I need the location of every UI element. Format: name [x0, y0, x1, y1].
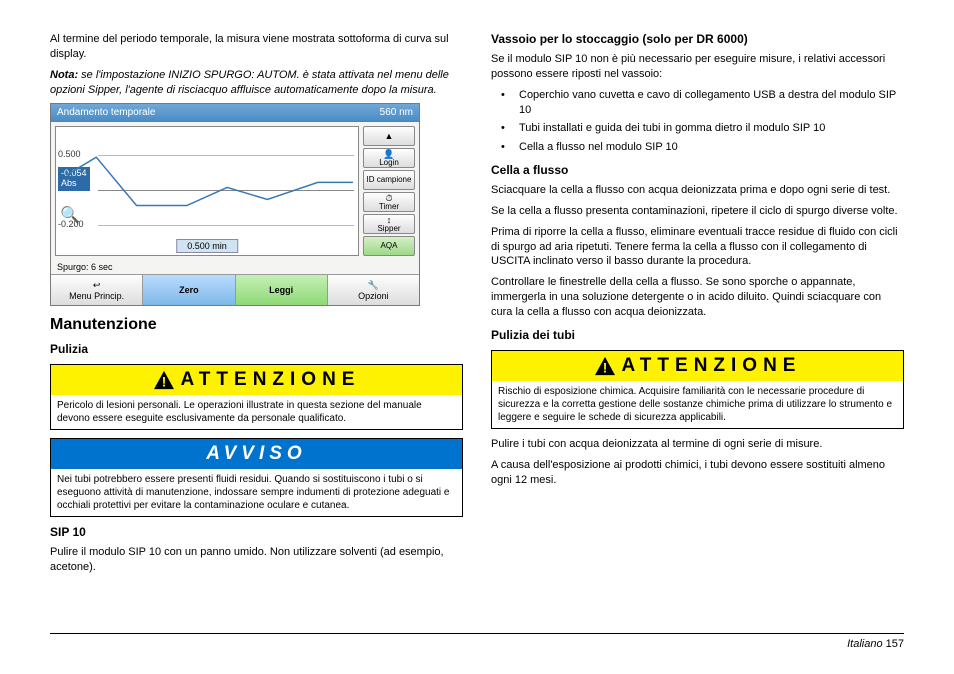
chart-line — [66, 158, 353, 206]
pulizia-tubi-heading: Pulizia dei tubi — [491, 328, 904, 342]
cella-p3: Prima di riporre la cella a flusso, elim… — [491, 225, 904, 270]
tubi-p1: Pulire i tubi con acqua deionizzata al t… — [491, 437, 904, 452]
tubi-p2: A causa dell'esposizione ai prodotti chi… — [491, 458, 904, 488]
warning-title: ATTENZIONE — [622, 355, 802, 377]
list-item: Tubi installati e guida dei tubi in gomm… — [491, 121, 904, 136]
cella-heading: Cella a flusso — [491, 163, 904, 177]
warning-attenzione-1: ! ATTENZIONE Pericolo di lesioni persona… — [50, 364, 463, 430]
cella-p1: Sciacquare la cella a flusso con acqua d… — [491, 183, 904, 198]
side-sipper-button[interactable]: ↕Sipper — [363, 214, 415, 234]
svg-text:!: ! — [602, 360, 607, 375]
side-sample-button[interactable]: ID campione — [363, 170, 415, 190]
notice-body: Nei tubi potrebbero essere presenti flui… — [51, 469, 462, 516]
svg-text:!: ! — [161, 375, 166, 390]
spurgo-label: Spurgo: 6 sec — [51, 260, 419, 274]
notice-avviso: AVVISO Nei tubi potrebbero essere presen… — [50, 438, 463, 517]
page-footer: Italiano 157 — [50, 633, 904, 650]
zero-button[interactable]: Zero — [143, 275, 235, 305]
chart-screenshot: Andamento temporale 560 nm 0.500 -0.200 … — [50, 103, 420, 306]
sip10-text: Pulire il modulo SIP 10 con un panno umi… — [50, 545, 463, 575]
vassoio-heading: Vassoio per lo stoccaggio (solo per DR 6… — [491, 32, 904, 46]
warning-body: Rischio di esposizione chimica. Acquisir… — [492, 381, 903, 428]
vassoio-text: Se il modulo SIP 10 non è più necessario… — [491, 52, 904, 82]
x-axis-label: 0.500 min — [176, 239, 238, 253]
chart-plot: 0.500 -0.200 -0.054Abs 🔍 0.500 min — [55, 126, 359, 256]
menu-button[interactable]: ↩Menu Princip. — [51, 275, 143, 305]
warning-title: ATTENZIONE — [181, 369, 361, 391]
side-up-button[interactable]: ▲ — [363, 126, 415, 146]
warning-attenzione-2: ! ATTENZIONE Rischio di esposizione chim… — [491, 350, 904, 429]
cella-p4: Controllare le finestrelle della cella a… — [491, 275, 904, 320]
opzioni-button[interactable]: 🔧Opzioni — [328, 275, 419, 305]
list-item: Cella a flusso nel modulo SIP 10 — [491, 140, 904, 155]
pulizia-heading: Pulizia — [50, 342, 463, 356]
sip10-heading: SIP 10 — [50, 525, 463, 539]
side-login-button[interactable]: 👤Login — [363, 148, 415, 168]
manutenzione-heading: Manutenzione — [50, 316, 463, 334]
intro-text: Al termine del periodo temporale, la mis… — [50, 32, 463, 62]
chart-nm: 560 nm — [380, 107, 413, 118]
list-item: Coperchio vano cuvetta e cavo di collega… — [491, 88, 904, 118]
warning-body: Pericolo di lesioni personali. Le operaz… — [51, 395, 462, 429]
side-aqa-button[interactable]: AQA — [363, 236, 415, 256]
warning-triangle-icon: ! — [153, 370, 175, 390]
warning-triangle-icon: ! — [594, 356, 616, 376]
side-timer-button[interactable]: ⏱Timer — [363, 192, 415, 212]
chart-title: Andamento temporale — [57, 107, 155, 118]
notice-title: AVVISO — [206, 443, 306, 465]
cella-p2: Se la cella a flusso presenta contaminaz… — [491, 204, 904, 219]
note-text: Nota: se l'impostazione INIZIO SPURGO: A… — [50, 68, 463, 98]
leggi-button[interactable]: Leggi — [236, 275, 328, 305]
